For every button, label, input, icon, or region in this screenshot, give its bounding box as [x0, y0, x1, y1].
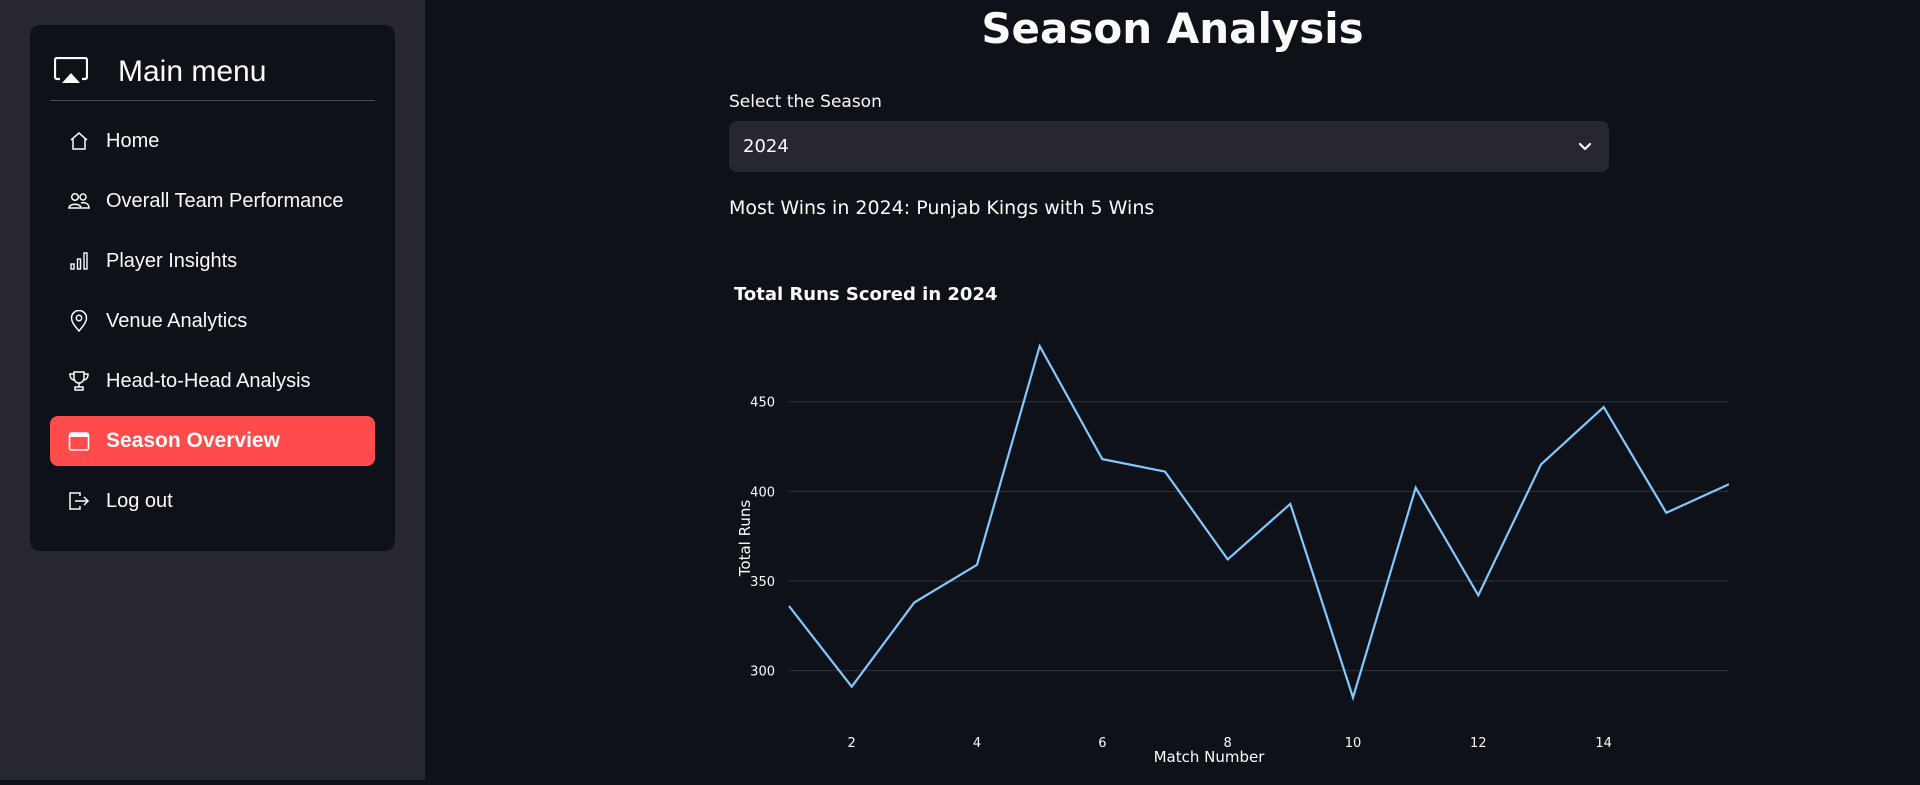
chevron-down-icon — [1575, 136, 1595, 156]
sidebar-item-label: Season Overview — [106, 429, 280, 452]
main-menu: Main menu Home Overall Team Performance … — [30, 25, 395, 551]
sidebar-item-label: Home — [106, 129, 160, 152]
x-tick-label: 8 — [1224, 736, 1232, 751]
geo-pin-icon — [68, 310, 90, 332]
y-tick-label: 450 — [750, 396, 775, 411]
people-icon — [68, 190, 90, 212]
bar-chart-icon — [68, 250, 90, 272]
chart-title: Total Runs Scored in 2024 — [734, 284, 998, 305]
sidebar-item-head-to-head-analysis[interactable]: Head-to-Head Analysis — [50, 356, 375, 406]
calendar-icon — [68, 430, 90, 452]
y-tick-label: 350 — [750, 575, 775, 590]
x-tick-label: 12 — [1470, 736, 1487, 751]
cast-icon — [53, 56, 89, 85]
x-tick-label: 6 — [1098, 736, 1106, 751]
sidebar-item-player-insights[interactable]: Player Insights — [50, 236, 375, 286]
menu-header: Main menu — [50, 45, 375, 101]
y-axis-label: Total Runs — [736, 500, 754, 578]
chart-svg: Total Runs Scored in 2024 300 350 400 450 2… — [734, 284, 1730, 766]
sidebar-item-overall-team-performance[interactable]: Overall Team Performance — [50, 176, 375, 226]
x-axis-label: Match Number — [1154, 748, 1266, 766]
y-tick-label: 300 — [750, 665, 775, 680]
sidebar: Main menu Home Overall Team Performance … — [0, 0, 425, 780]
sidebar-item-label: Head-to-Head Analysis — [106, 369, 311, 392]
runs-line-chart: Total Runs Scored in 2024 300 350 400 450 2… — [729, 270, 1730, 780]
main-content: Season Analysis Select the Season 2024 M… — [425, 0, 1920, 780]
house-icon — [68, 130, 90, 152]
trophy-icon — [68, 370, 90, 392]
sidebar-item-venue-analytics[interactable]: Venue Analytics — [50, 296, 375, 346]
y-tick-label: 400 — [750, 485, 775, 500]
season-select[interactable]: 2024 — [729, 121, 1609, 172]
sidebar-item-home[interactable]: Home — [50, 116, 375, 166]
page-title: Season Analysis — [981, 4, 1364, 53]
season-select-label: Select the Season — [729, 92, 882, 112]
sidebar-item-log-out[interactable]: Log out — [50, 476, 375, 526]
x-tick-label: 2 — [848, 736, 856, 751]
season-select-value: 2024 — [743, 136, 789, 157]
sidebar-item-label: Player Insights — [106, 249, 238, 272]
box-arrow-right-icon — [68, 490, 90, 512]
x-tick-label: 10 — [1345, 736, 1362, 751]
menu-title: Main menu — [118, 55, 267, 88]
sidebar-item-label: Overall Team Performance — [106, 189, 344, 212]
series-line — [788, 343, 1730, 702]
most-wins-text: Most Wins in 2024: Punjab Kings with 5 W… — [729, 197, 1155, 219]
x-tick-label: 14 — [1595, 736, 1612, 751]
x-tick-label: 4 — [973, 736, 981, 751]
sidebar-item-season-overview[interactable]: Season Overview — [50, 416, 375, 466]
sidebar-item-label: Log out — [106, 489, 173, 512]
sidebar-item-label: Venue Analytics — [106, 309, 248, 332]
